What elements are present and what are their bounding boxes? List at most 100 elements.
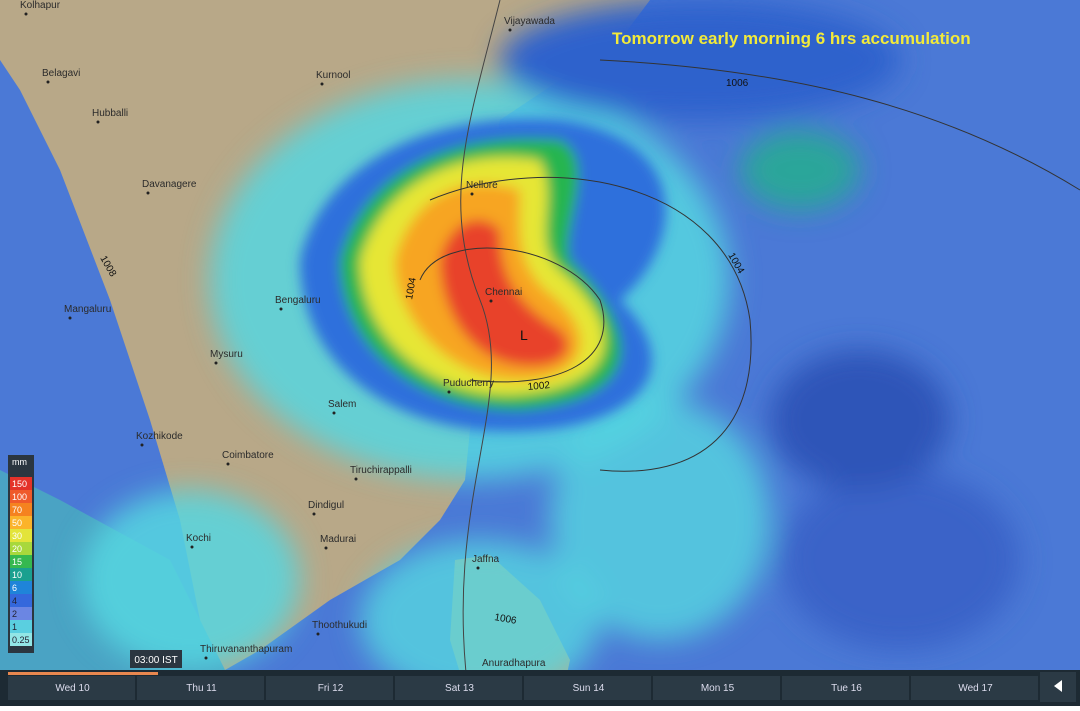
city-label: Hubballi xyxy=(92,108,128,119)
legend-swatch xyxy=(10,542,32,555)
city-dot xyxy=(320,82,324,86)
city-label: Vijayawada xyxy=(504,16,555,27)
day-label: Sat 13 xyxy=(445,683,474,694)
city-dot xyxy=(140,443,144,447)
city-label: Mysuru xyxy=(210,349,243,360)
coastline xyxy=(460,0,501,707)
city-dot xyxy=(279,307,283,311)
city-dot xyxy=(470,192,474,196)
city-label: Kolhapur xyxy=(20,0,61,11)
city-dot xyxy=(68,316,72,320)
legend-label: 20 xyxy=(12,544,22,554)
city-label: Puducherry xyxy=(443,378,494,389)
legend-swatch xyxy=(10,516,32,529)
isobar-label: 1004 xyxy=(404,276,419,300)
city-label: Jaffna xyxy=(472,554,499,565)
city-dot xyxy=(324,546,328,550)
city-label: Kozhikode xyxy=(136,431,183,442)
day-segment[interactable] xyxy=(524,676,651,700)
city-label: Tiruchirappalli xyxy=(350,465,412,476)
pressure-center: L xyxy=(520,327,528,343)
isobar-label: 1002 xyxy=(527,380,551,393)
legend-label: 2 xyxy=(12,609,17,619)
isobar-label: 1006 xyxy=(726,78,749,89)
legend-swatch xyxy=(10,477,32,490)
city-label: Nellore xyxy=(466,180,498,191)
city-dot xyxy=(489,299,493,303)
city-label: Kochi xyxy=(186,533,211,544)
city-dot xyxy=(332,411,336,415)
city-dot xyxy=(204,656,208,660)
city-dot xyxy=(316,632,320,636)
day-label: Mon 15 xyxy=(701,683,735,694)
legend-label: 0.25 xyxy=(12,635,30,645)
day-segment[interactable] xyxy=(653,676,780,700)
isobar-line xyxy=(429,177,752,472)
day-segment[interactable] xyxy=(782,676,909,700)
city-label: Thiruvananthapuram xyxy=(200,644,292,655)
city-dot xyxy=(447,390,451,394)
day-label: Sun 14 xyxy=(573,683,605,694)
isobar-line xyxy=(419,247,605,383)
legend-swatch xyxy=(10,620,32,633)
legend-label: 50 xyxy=(12,518,22,528)
city-dot xyxy=(312,512,316,516)
current-time: 03:00 IST xyxy=(134,655,177,666)
legend-swatch xyxy=(10,581,32,594)
legend-unit: mm xyxy=(12,457,27,467)
day-label: Thu 11 xyxy=(186,683,217,694)
legend-swatch xyxy=(10,503,32,516)
city-label: Coimbatore xyxy=(222,450,274,461)
legend-label: 30 xyxy=(12,531,22,541)
city-label: Chennai xyxy=(485,287,522,298)
city-dot xyxy=(476,566,480,570)
city-dot xyxy=(24,12,28,16)
progress xyxy=(8,672,158,675)
city-label: Mangaluru xyxy=(64,304,111,315)
isobar-label: 1006 xyxy=(493,612,517,627)
city-label: Thoothukudi xyxy=(312,620,367,631)
day-segment[interactable] xyxy=(8,676,135,700)
city-dot xyxy=(226,462,230,466)
city-label: Kurnool xyxy=(316,70,350,81)
day-segment[interactable] xyxy=(911,676,1038,700)
day-label: Tue 16 xyxy=(831,683,862,694)
city-label: Belagavi xyxy=(42,68,80,79)
legend-label: 4 xyxy=(12,596,17,606)
rain-core xyxy=(300,118,666,432)
legend-swatch xyxy=(10,490,32,503)
city-dot xyxy=(46,80,50,84)
legend-label: 150 xyxy=(12,479,27,489)
city-dot xyxy=(96,120,100,124)
legend-label: 6 xyxy=(12,583,17,593)
legend-label: 70 xyxy=(12,505,22,515)
legend-swatch xyxy=(10,568,32,581)
day-segment[interactable] xyxy=(395,676,522,700)
legend-swatch xyxy=(10,633,32,646)
day-label: Fri 12 xyxy=(318,683,344,694)
day-segment[interactable] xyxy=(137,676,264,700)
arrow-icon xyxy=(1054,680,1062,692)
legend-label: 100 xyxy=(12,492,27,502)
city-dot xyxy=(146,191,150,195)
legend-swatch xyxy=(10,529,32,542)
legend-label: 15 xyxy=(12,557,22,567)
city-label: Madurai xyxy=(320,534,356,545)
day-label: Wed 10 xyxy=(55,683,90,694)
city-dot xyxy=(354,477,358,481)
legend-swatch xyxy=(10,555,32,568)
city-label: Davanagere xyxy=(142,179,197,190)
legend-swatch xyxy=(10,607,32,620)
legend-swatch xyxy=(10,594,32,607)
city-label: Salem xyxy=(328,399,356,410)
legend-label: 10 xyxy=(12,570,22,580)
city-dot xyxy=(190,545,194,549)
day-segment[interactable] xyxy=(266,676,393,700)
city-dot xyxy=(508,28,512,32)
arabian-sea xyxy=(0,0,230,706)
city-label: Dindigul xyxy=(308,500,344,511)
city-dot xyxy=(214,361,218,365)
city-label: Bengaluru xyxy=(275,295,321,306)
isobar-line xyxy=(599,59,1080,191)
